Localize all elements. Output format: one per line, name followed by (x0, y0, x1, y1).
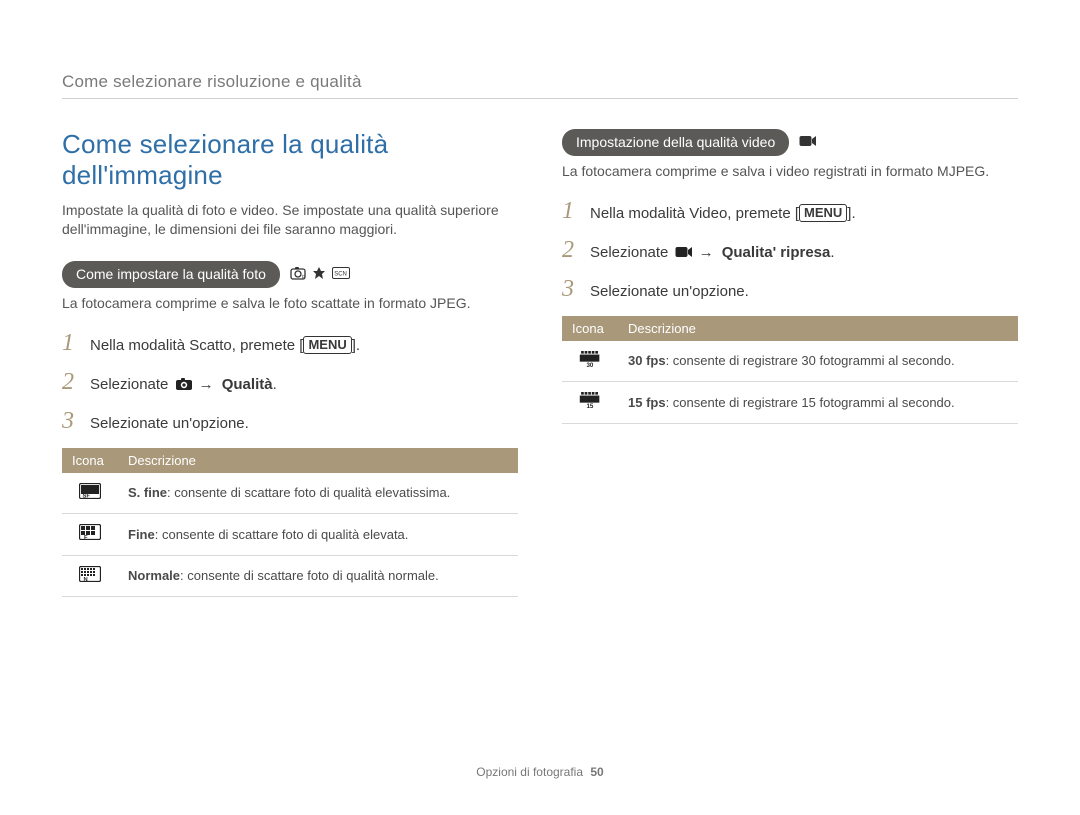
step-number: 3 (562, 277, 580, 301)
svg-text:F: F (84, 535, 88, 540)
step-text: Nella modalità Video, premete [MENU]. (590, 203, 856, 224)
menu-button-label: MENU (303, 336, 351, 354)
quality-icon-sfine: SF (62, 473, 118, 514)
arrow-icon: → (199, 376, 214, 393)
photo-step-3: 3 Selezionate un'opzione. (62, 409, 518, 434)
photo-step-2: 2 Selezionate → Qualità. (62, 370, 518, 395)
row-desc: : consente di scattare foto di qualità n… (180, 568, 439, 583)
camera-mode-icon: P (290, 266, 306, 283)
step-text-pre: Nella modalità Video, premete [ (590, 205, 799, 222)
table-row: F Fine: consente di scattare foto di qua… (62, 514, 518, 556)
row-label: Fine (128, 527, 155, 542)
table-header-icon: Icona (62, 448, 118, 473)
step-text: Selezionate → Qualita' ripresa. (590, 242, 835, 263)
step-text-post: ]. (352, 337, 360, 354)
step-bold: Qualità (218, 376, 273, 393)
page-number: 50 (590, 765, 603, 779)
step-text-pre: Selezionate (590, 244, 673, 261)
row-label: 15 fps (628, 395, 666, 410)
video-steps: 1 Nella modalità Video, premete [MENU]. … (562, 199, 1018, 302)
fps-icon-30: 30 (562, 341, 618, 382)
row-label: S. fine (128, 485, 167, 500)
mode-icons-photo: P SCN (290, 266, 350, 283)
step-text: Selezionate un'opzione. (90, 413, 249, 434)
table-header-desc: Descrizione (118, 448, 518, 473)
step-text: Selezionate → Qualità. (90, 374, 277, 395)
step-bold: Qualita' ripresa (718, 244, 831, 261)
table-row: SF S. fine: consente di scattare foto di… (62, 473, 518, 514)
step-text: Nella modalità Scatto, premete [MENU]. (90, 335, 360, 356)
mode-icons-video (799, 134, 817, 151)
table-cell-desc: 15 fps: consente di registrare 15 fotogr… (618, 382, 1018, 424)
video-step-3: 3 Selezionate un'opzione. (562, 277, 1018, 302)
svg-text:SCN: SCN (334, 271, 347, 277)
table-cell-desc: Fine: consente di scattare foto di quali… (118, 514, 518, 556)
quality-icon-normal: N (62, 555, 118, 597)
table-header-desc: Descrizione (618, 316, 1018, 341)
step-text-post: . (273, 376, 277, 393)
program-mode-icon: SCN (332, 267, 350, 282)
video-step-2: 2 Selezionate → Qualita' ripresa. (562, 238, 1018, 263)
scene-mode-icon (312, 266, 326, 283)
step-text-post: . (830, 244, 834, 261)
photo-quality-table: Icona Descrizione SF S. fine: consente d… (62, 448, 518, 598)
svg-text:N: N (84, 577, 88, 582)
svg-text:SF: SF (83, 493, 91, 498)
table-cell-desc: 30 fps: consente di registrare 30 fotogr… (618, 341, 1018, 382)
table-cell-desc: S. fine: consente di scattare foto di qu… (118, 473, 518, 514)
breadcrumb: Come selezionare risoluzione e qualità (62, 72, 1018, 99)
svg-text:15: 15 (586, 403, 593, 408)
step-text-pre: Nella modalità Scatto, premete [ (90, 337, 303, 354)
row-desc: : consente di registrare 15 fotogrammi a… (666, 395, 955, 410)
step-text: Selezionate un'opzione. (590, 281, 749, 302)
step-number: 2 (562, 238, 580, 262)
quality-icon-fine: F (62, 514, 118, 556)
step-number: 2 (62, 370, 80, 394)
video-icon (675, 245, 693, 259)
table-header-icon: Icona (562, 316, 618, 341)
page-footer: Opzioni di fotografia 50 (0, 765, 1080, 779)
video-quality-table: Icona Descrizione 30 30 fps: consente di… (562, 316, 1018, 424)
footer-label: Opzioni di fotografia (476, 765, 583, 779)
right-column: Impostazione della qualità video La foto… (562, 129, 1018, 597)
video-quality-pill-row: Impostazione della qualità video (562, 129, 1018, 156)
page-title: Come selezionare la qualità dell'immagin… (62, 129, 518, 191)
video-step-1: 1 Nella modalità Video, premete [MENU]. (562, 199, 1018, 224)
photo-subintro: La fotocamera comprime e salva le foto s… (62, 294, 518, 313)
row-desc: : consente di scattare foto di qualità e… (167, 485, 450, 500)
menu-button-label: MENU (799, 204, 847, 222)
video-quality-pill: Impostazione della qualità video (562, 129, 789, 156)
photo-step-1: 1 Nella modalità Scatto, premete [MENU]. (62, 331, 518, 356)
video-subintro: La fotocamera comprime e salva i video r… (562, 162, 1018, 181)
left-column: Come selezionare la qualità dell'immagin… (62, 129, 518, 597)
svg-text:30: 30 (586, 362, 593, 367)
table-row: 30 30 fps: consente di registrare 30 fot… (562, 341, 1018, 382)
arrow-icon: → (699, 244, 714, 261)
row-desc: : consente di registrare 30 fotogrammi a… (666, 353, 955, 368)
two-column-layout: Come selezionare la qualità dell'immagin… (62, 129, 1018, 597)
intro-text: Impostate la qualità di foto e video. Se… (62, 201, 518, 239)
camera-icon (175, 377, 193, 391)
row-desc: : consente di scattare foto di qualità e… (155, 527, 409, 542)
fps-icon-15: 15 (562, 382, 618, 424)
step-text-post: ]. (847, 205, 855, 222)
row-label: Normale (128, 568, 180, 583)
step-number: 3 (62, 409, 80, 433)
table-row: 15 15 fps: consente di registrare 15 fot… (562, 382, 1018, 424)
step-number: 1 (62, 331, 80, 355)
video-mode-icon (799, 134, 817, 151)
table-row: N Normale: consente di scattare foto di … (62, 555, 518, 597)
step-number: 1 (562, 199, 580, 223)
photo-steps: 1 Nella modalità Scatto, premete [MENU].… (62, 331, 518, 434)
row-label: 30 fps (628, 353, 666, 368)
step-text-pre: Selezionate (90, 376, 173, 393)
photo-quality-pill-row: Come impostare la qualità foto P SCN (62, 261, 518, 288)
table-cell-desc: Normale: consente di scattare foto di qu… (118, 555, 518, 597)
photo-quality-pill: Come impostare la qualità foto (62, 261, 280, 288)
